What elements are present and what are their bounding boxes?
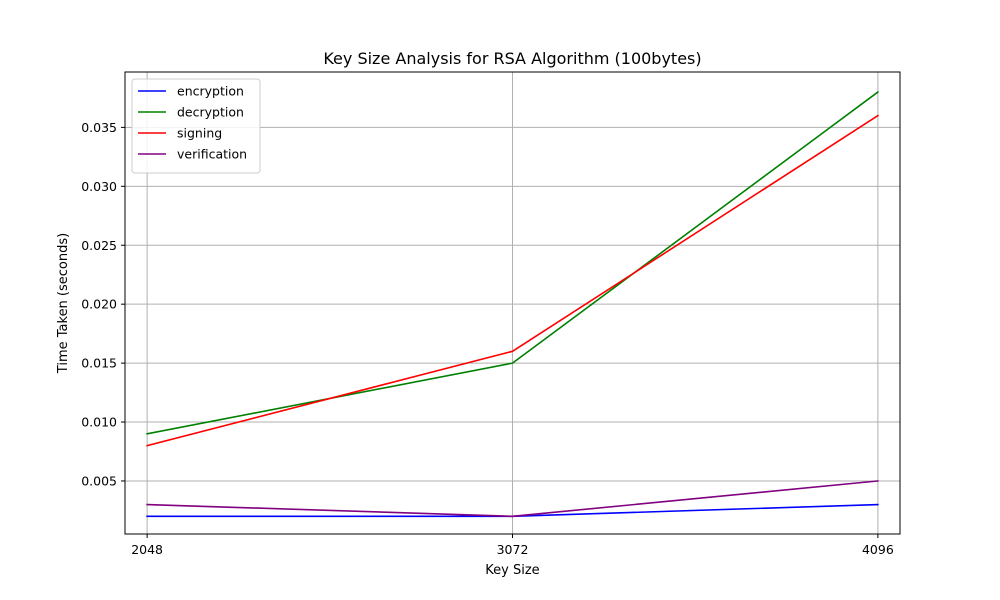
series-layer bbox=[146, 90, 879, 518]
chart-title: Key Size Analysis for RSA Algorithm (100… bbox=[323, 49, 701, 68]
y-axis: 0.005 0.010 0.015 0.020 0.025 0.030 0.035 bbox=[81, 120, 125, 488]
y-tick-label: 0.030 bbox=[81, 179, 117, 194]
legend-label-decryption: decryption bbox=[177, 105, 244, 120]
x-tick-label: 4096 bbox=[862, 542, 894, 557]
series-line-verification bbox=[146, 480, 879, 518]
y-tick-label: 0.015 bbox=[81, 356, 117, 371]
y-axis-label: Time Taken (seconds) bbox=[56, 233, 71, 374]
y-tick-label: 0.020 bbox=[81, 297, 117, 312]
series-line-signing bbox=[146, 114, 879, 447]
y-tick-label: 0.035 bbox=[81, 120, 117, 135]
legend: encryption decryption signing verification bbox=[131, 78, 261, 174]
y-tick-label: 0.025 bbox=[81, 238, 117, 253]
x-axis-label: Key Size bbox=[485, 563, 539, 578]
series-line-decryption bbox=[146, 90, 879, 435]
legend-box bbox=[131, 78, 261, 174]
x-tick-label: 3072 bbox=[497, 542, 529, 557]
x-tick-label: 2048 bbox=[131, 542, 163, 557]
legend-label-signing: signing bbox=[177, 126, 222, 141]
x-axis: 2048 3072 4096 bbox=[131, 534, 894, 557]
y-tick-label: 0.005 bbox=[81, 473, 117, 488]
legend-label-encryption: encryption bbox=[177, 84, 244, 99]
legend-label-verification: verification bbox=[177, 147, 247, 162]
y-tick-label: 0.010 bbox=[81, 415, 117, 430]
